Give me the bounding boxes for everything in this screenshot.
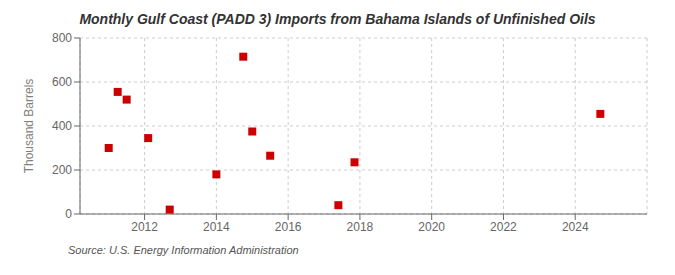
html-text:Source: U.S. Energy Informatio: Source: U.S. Energy Information Administ… [68,244,299,256]
svg-text:800: 800 [52,31,72,45]
svg-text:600: 600 [52,75,72,89]
svg-text:2016: 2016 [275,220,302,234]
html-text:Monthly Gulf Coast (PADD 3) Im: Monthly Gulf Coast (PADD 3) Imports from… [79,11,596,27]
svg-text:200: 200 [52,163,72,177]
svg-text:2014: 2014 [203,220,230,234]
svg-text:2022: 2022 [490,220,517,234]
svg-text:2012: 2012 [131,220,158,234]
svg-text:0: 0 [65,207,72,221]
svg-text:Thousand Barrels: Thousand Barrels [22,79,36,174]
svg-text:2024: 2024 [562,220,589,234]
svg-text:2018: 2018 [347,220,374,234]
svg-text:400: 400 [52,119,72,133]
svg-text:2020: 2020 [418,220,445,234]
